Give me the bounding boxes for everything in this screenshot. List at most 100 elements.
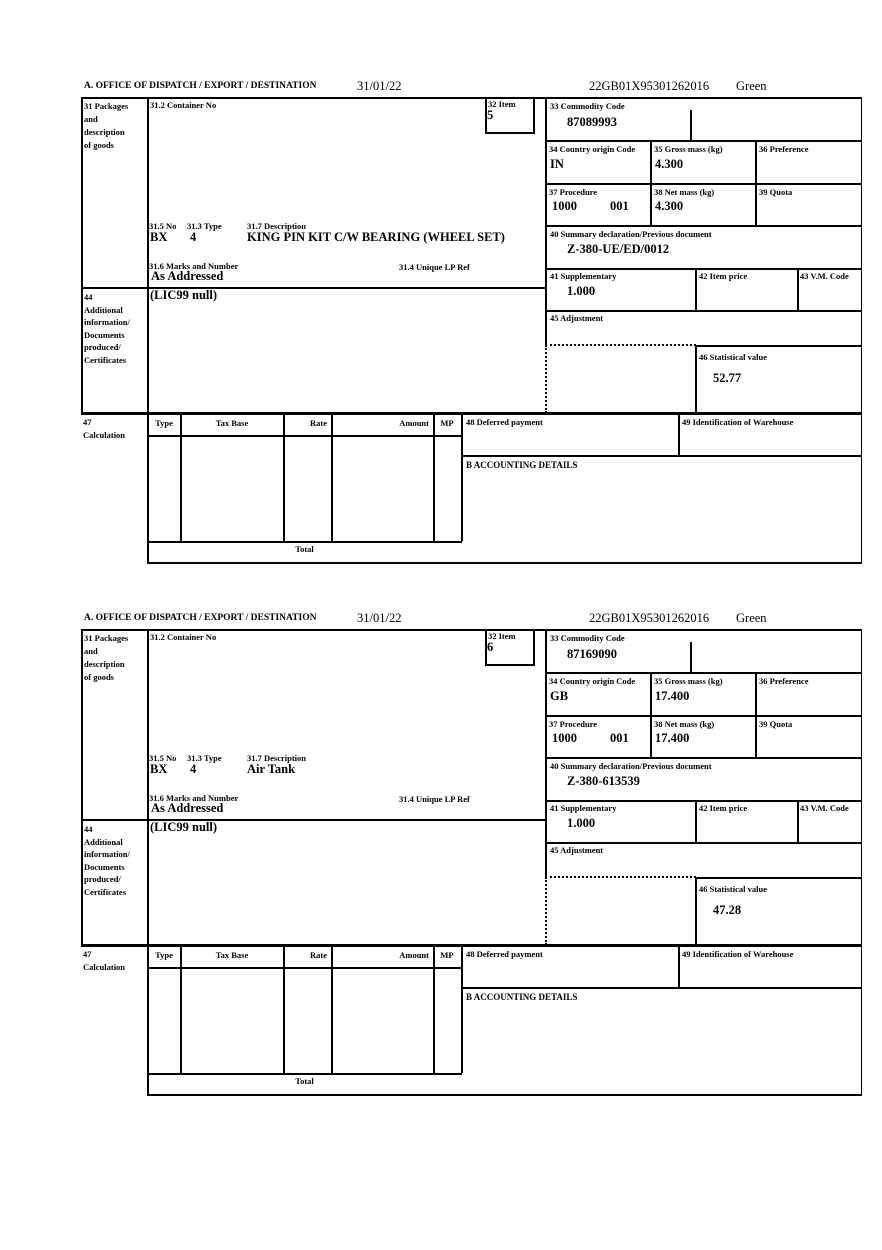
declaration-date: 31/01/22 [357,79,402,93]
divider [147,97,149,563]
divider [180,945,182,1073]
divider [695,268,697,311]
marks-number-value: As Addressed [151,801,224,815]
box48-deferred-payment-label: 48 Deferred payment [466,417,543,427]
accounting-details-label: B ACCOUNTING DETAILS [466,460,578,470]
goods-description-value: KING PIN KIT C/W BEARING (WHEEL SET) [247,230,505,244]
divider [461,945,463,1073]
divider [695,345,697,413]
divider [678,413,680,456]
calc-header-rate: Rate [310,950,327,960]
box43-vm-code-label: 43 V.M. Code [800,271,849,281]
item-number-value: 6 [487,640,494,654]
commodity-code-value: 87169090 [567,647,617,661]
box34-country-label: 34 Country origin Code [549,676,636,686]
divider [545,97,547,346]
divider [147,1093,862,1096]
box32-item-label: 32 Item [488,631,516,641]
divider [695,877,862,879]
office-of-dispatch-label: A. OFFICE OF DISPATCH / EXPORT / DESTINA… [84,613,317,623]
divider [755,672,757,758]
box43-vm-code-label: 43 V.M. Code [800,803,849,813]
box40-summary-declaration-label: 40 Summary declaration/Previous document [550,229,712,239]
declaration-date: 31/01/22 [357,611,402,625]
statistical-value: 52.77 [713,371,742,385]
box31-3-type-label: 31.3 Type [187,221,222,231]
divider [755,140,757,226]
net-mass-value: 17.400 [655,731,690,745]
net-mass-value: 4.300 [655,199,684,213]
dotted-divider [545,877,547,945]
dotted-divider [545,876,696,878]
divider [147,541,462,543]
total-label: Total [295,544,314,554]
box35-gross-mass-label: 35 Gross mass (kg) [654,144,723,154]
gross-mass-value: 4.300 [655,157,684,171]
package-type-value: 4 [190,230,197,244]
divider [81,287,546,289]
box31-7-description-label: 31.7 Description [247,221,307,231]
divider [331,945,333,1073]
divider [545,842,862,844]
divider [180,413,182,541]
box46-statistical-value-label: 46 Statistical value [699,352,767,362]
divider [797,268,799,311]
procedure-code-value: 1000 [552,199,577,213]
box38-net-mass-label: 38 Net mass (kg) [654,187,715,197]
divider [695,877,697,945]
box37-procedure-label: 37 Procedure [549,719,598,729]
divider [81,629,83,945]
box31-4-lp-ref-label: 31.4 Unique LP Ref [399,794,470,804]
box33-commodity-label: 33 Commodity Code [550,633,625,643]
divider [147,629,149,1095]
marks-number-value: As Addressed [151,269,224,283]
divider [461,413,463,541]
calc-header-mp: MP [440,950,454,960]
divider [433,413,435,541]
divider [650,672,652,758]
box34-country-label: 34 Country origin Code [549,144,636,154]
calc-header-amount: Amount [399,950,429,960]
box39-quota-label: 39 Quota [759,187,793,197]
office-of-dispatch-label: A. OFFICE OF DISPATCH / EXPORT / DESTINA… [84,81,317,91]
total-label: Total [295,1076,314,1086]
box47-calculation-label: 47 Calculation [83,949,126,972]
divider [461,987,862,989]
box36-preference-label: 36 Preference [759,676,809,686]
dotted-divider [545,344,696,346]
country-origin-value: IN [550,157,564,171]
divider [695,345,862,347]
box44-additional-info-label: 44 Additional information/ Documents pro… [84,824,130,897]
divider [797,800,799,843]
box40-summary-declaration-label: 40 Summary declaration/Previous document [550,761,712,771]
divider [533,97,535,133]
divider [461,455,862,457]
divider [695,800,697,843]
divider [860,629,862,1094]
calc-header-mp: MP [440,418,454,428]
divider [147,561,862,564]
accounting-details-label: B ACCOUNTING DETAILS [466,992,578,1002]
supplementary-units-value: 1.000 [567,816,596,830]
box42-item-price-label: 42 Item price [699,271,748,281]
box33-commodity-label: 33 Commodity Code [550,101,625,111]
box31-4-lp-ref-label: 31.4 Unique LP Ref [399,262,470,272]
divider [81,412,862,415]
divider [81,819,546,821]
divider [533,629,535,665]
calc-header-type: Type [155,418,173,428]
divider [331,413,333,541]
divider [147,1073,462,1075]
divider [147,967,462,969]
previous-document-value: Z-380-UE/ED/0012 [567,242,670,256]
divider [147,435,462,437]
divider [545,672,862,674]
package-type-value: 4 [190,762,197,776]
divider [81,944,862,947]
box37-procedure-label: 37 Procedure [549,187,598,197]
divider [81,97,83,413]
box31-2-container-label: 31.2 Container No [150,632,217,642]
movement-reference-number: 22GB01X95301262016 [589,79,710,93]
additional-info-value: (LIC99 null) [150,288,218,302]
